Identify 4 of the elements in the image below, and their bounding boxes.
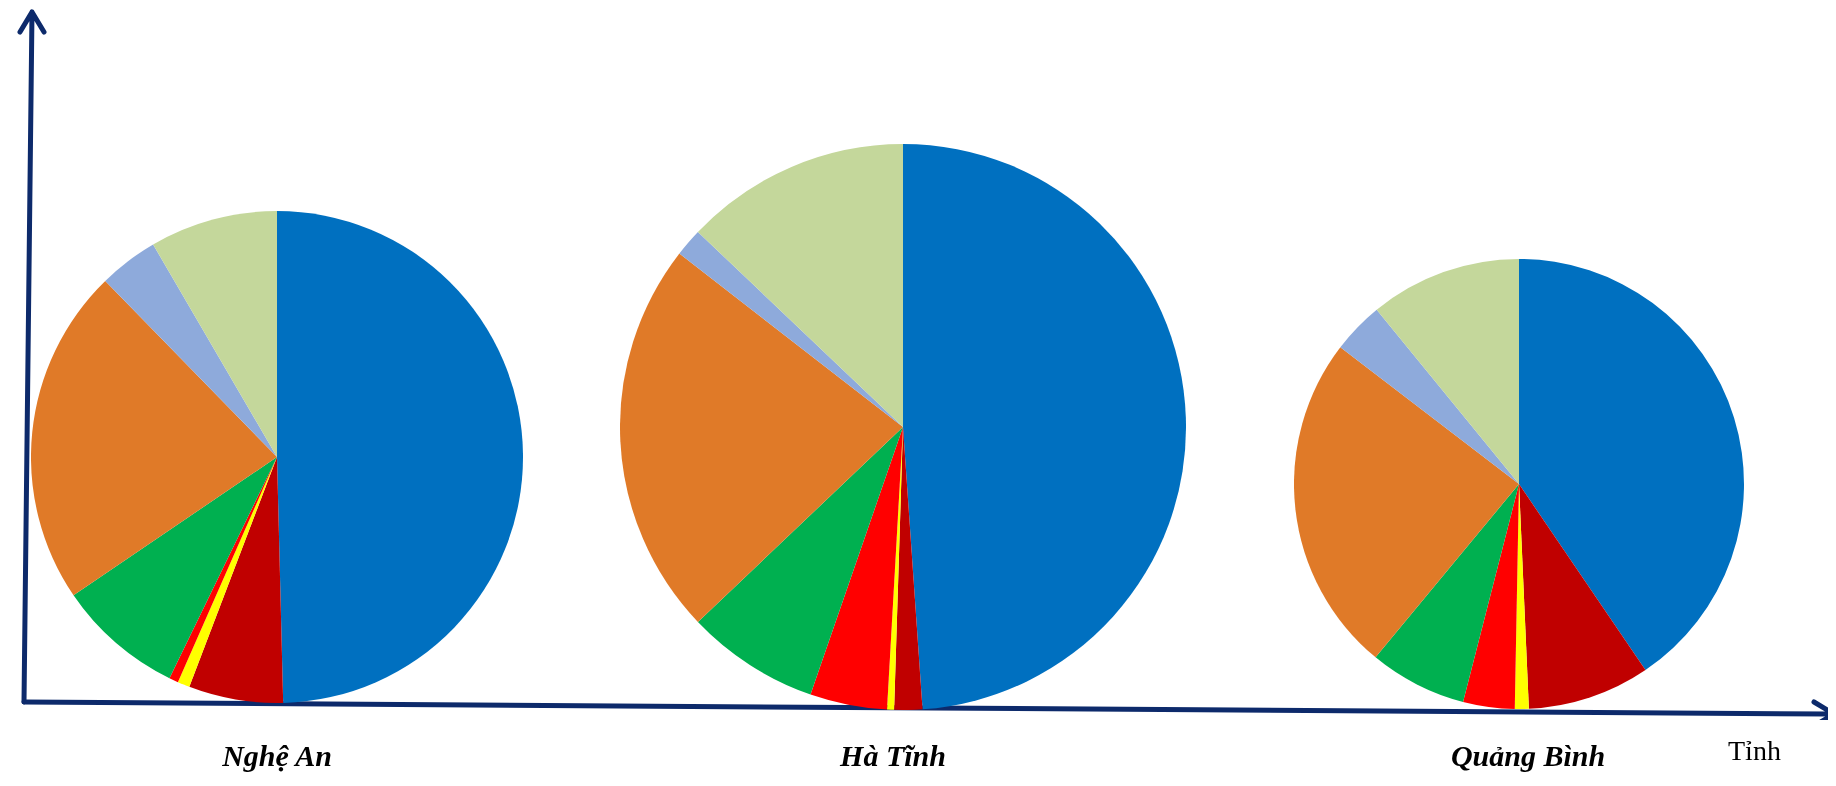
text: Hà Tĩnh: [839, 738, 947, 774]
text: Tỉnh: [1728, 734, 1781, 768]
text: Quảng Bình: [1449, 738, 1607, 774]
text: Nghệ An: [221, 738, 333, 774]
